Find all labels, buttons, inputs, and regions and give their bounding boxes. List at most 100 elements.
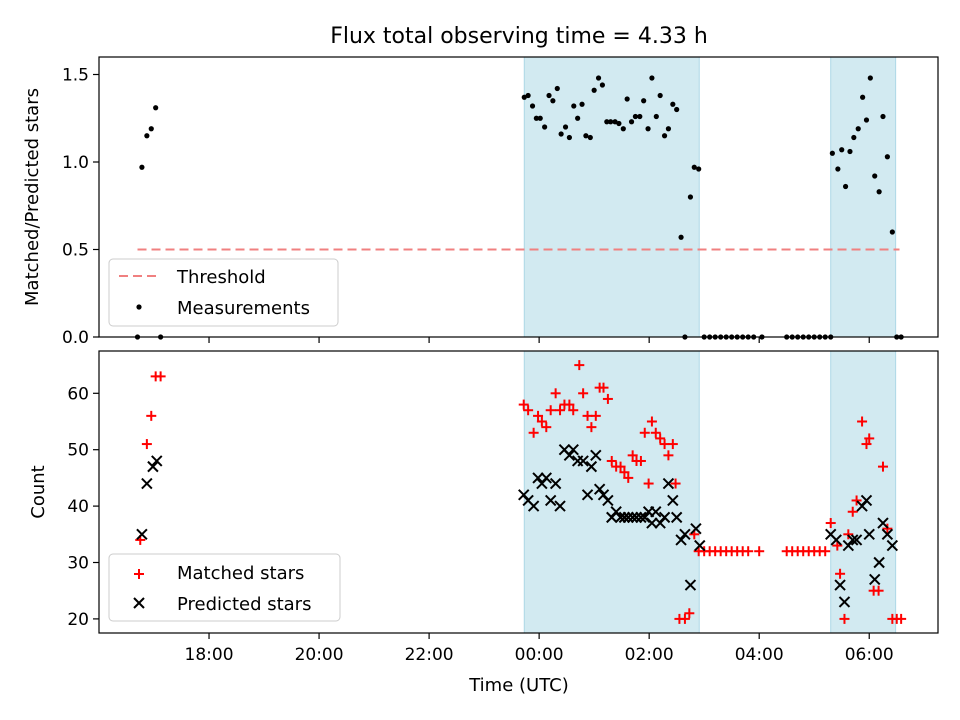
matched-point [541, 422, 552, 433]
predicted-point [877, 517, 889, 529]
measurement-point [884, 154, 890, 160]
predicted-point-b [581, 489, 594, 501]
shaded-interval [523, 350, 700, 634]
measurement-point [139, 164, 145, 170]
y-tick-label: 0.5 [62, 241, 89, 261]
predicted-point [675, 534, 687, 546]
matched-point [536, 416, 547, 427]
matched-point [545, 405, 556, 416]
y-tick-label: 20 [67, 610, 89, 630]
predicted-point [622, 511, 634, 524]
predicted-point [563, 449, 576, 462]
panel-ratio: 0.0 0.5 1.0 1.5 [62, 56, 939, 348]
matched-point [820, 546, 831, 557]
predicted-point [141, 477, 153, 490]
predicted-point-b [151, 455, 163, 467]
matched-point [141, 439, 152, 450]
bottom-ylabel: Count [28, 465, 49, 518]
matched-point [667, 439, 678, 450]
predicted-point-b [141, 477, 153, 490]
matched-point [564, 399, 575, 410]
predicted-point [147, 460, 159, 473]
measurement-point [537, 115, 543, 121]
legend-bottom: Matched stars Predicted stars [108, 553, 341, 622]
measurement-point [571, 103, 577, 109]
predicted-point [630, 511, 643, 524]
predicted-point [639, 511, 651, 524]
matched-point [873, 585, 884, 596]
legend-top: Threshold Measurements [108, 258, 339, 327]
predicted-point-b [590, 449, 602, 462]
measurement-point [876, 189, 882, 195]
measurement-point [645, 126, 651, 132]
matched-point [835, 568, 846, 579]
legend-predicted-swatch [133, 597, 145, 609]
measurement-point [889, 229, 895, 235]
matched-point [670, 478, 681, 489]
measurement-point [579, 101, 585, 107]
predicted-point-b [593, 483, 606, 495]
predicted-point [585, 460, 598, 473]
matched-point [754, 546, 765, 557]
measurement-point [608, 119, 614, 125]
predicted-point-b [863, 528, 875, 541]
measurement-point [872, 173, 878, 179]
matched-point [528, 427, 539, 438]
matched-point [847, 506, 858, 517]
matched-point [590, 410, 601, 421]
matched-point [602, 393, 613, 404]
predicted-point-b [585, 460, 598, 473]
measurement-point [587, 134, 593, 141]
predicted-point-b [563, 449, 576, 462]
shaded-interval [523, 56, 700, 338]
y-tick-label: 60 [67, 384, 89, 404]
predicted-point-b [618, 511, 631, 524]
predicted-point-b [136, 528, 148, 541]
predicted-point-b [684, 579, 697, 591]
matched-point [663, 450, 674, 461]
legend-matched-label: Matched stars [177, 563, 304, 584]
predicted-point-b [847, 534, 859, 546]
measurement-point [641, 98, 647, 104]
matched-point [635, 455, 646, 466]
matched-point [550, 388, 561, 399]
x-tick-label: 22:00 [405, 645, 454, 665]
predicted-point-b [630, 511, 643, 524]
measurement-point [562, 124, 569, 130]
legend-top-box [108, 258, 339, 327]
matched-point [650, 427, 661, 438]
measurement-point [839, 147, 845, 153]
predicted-point-b [646, 517, 658, 529]
predicted-point-b [834, 579, 846, 591]
x-tick-label: 04:00 [735, 645, 784, 665]
matched-point [639, 427, 650, 438]
x-tick-label: 02:00 [625, 645, 674, 665]
predicted-point [667, 494, 679, 507]
predicted-point-b [532, 472, 544, 484]
matched-point [574, 360, 585, 371]
predicted-point-b [522, 494, 534, 507]
matched-point [606, 455, 617, 466]
top-ylabel: Matched/Predicted stars [22, 88, 43, 306]
predicted-point-b [830, 534, 842, 546]
matched-point [146, 410, 157, 421]
measurement-point [533, 115, 539, 121]
measurement-point [835, 166, 841, 172]
matched-point [851, 495, 862, 506]
predicted-point [881, 528, 894, 541]
predicted-point-b [838, 596, 851, 608]
matched-point [684, 608, 695, 619]
x-tick-label: 06:00 [845, 645, 894, 665]
chart-title: Flux total observing time = 4.33 h [330, 24, 708, 49]
predicted-point [602, 494, 614, 507]
measurement-point [558, 131, 564, 137]
predicted-point-b [577, 455, 589, 467]
x-tick-label: 00:00 [515, 645, 564, 665]
predicted-point [626, 511, 639, 524]
predicted-point-b [597, 489, 610, 501]
measurement-point [575, 115, 581, 121]
measurement-point [554, 85, 560, 92]
measurement-point [657, 92, 663, 99]
predicted-point-b [554, 500, 566, 512]
measurement-point [583, 133, 589, 139]
